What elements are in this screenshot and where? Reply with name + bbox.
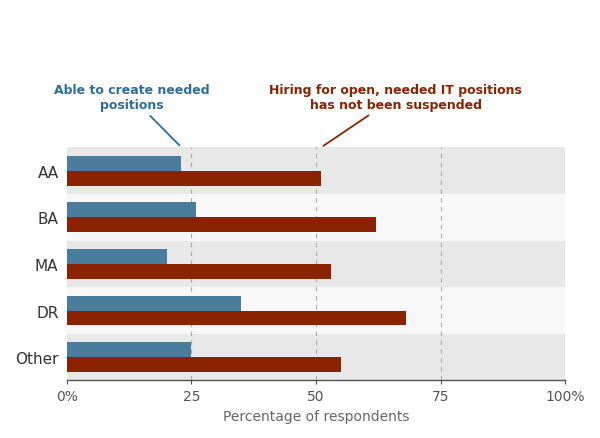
Bar [67,249,167,264]
Bar [67,194,565,241]
Bar [67,357,341,372]
Bar [67,288,565,334]
Bar [67,241,565,288]
Text: Able to create needed
positions: Able to create needed positions [54,84,209,146]
Bar [67,203,196,218]
Bar [67,218,376,233]
Bar [67,148,565,194]
Bar [67,334,565,381]
Bar [67,264,331,279]
Text: Hiring for open, needed IT positions
has not been suspended: Hiring for open, needed IT positions has… [269,84,522,147]
X-axis label: Percentage of respondents: Percentage of respondents [223,409,409,423]
Bar [67,156,181,171]
Bar [67,296,241,311]
Bar [67,343,191,357]
Bar [67,311,406,326]
Bar [67,171,321,186]
